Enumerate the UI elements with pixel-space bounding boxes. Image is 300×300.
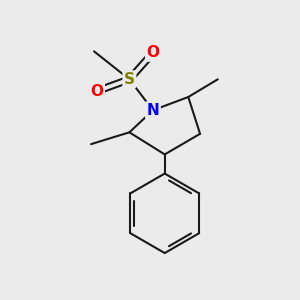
- Text: O: O: [146, 45, 159, 60]
- Text: S: S: [124, 72, 135, 87]
- Text: N: N: [147, 103, 159, 118]
- Text: O: O: [91, 84, 103, 99]
